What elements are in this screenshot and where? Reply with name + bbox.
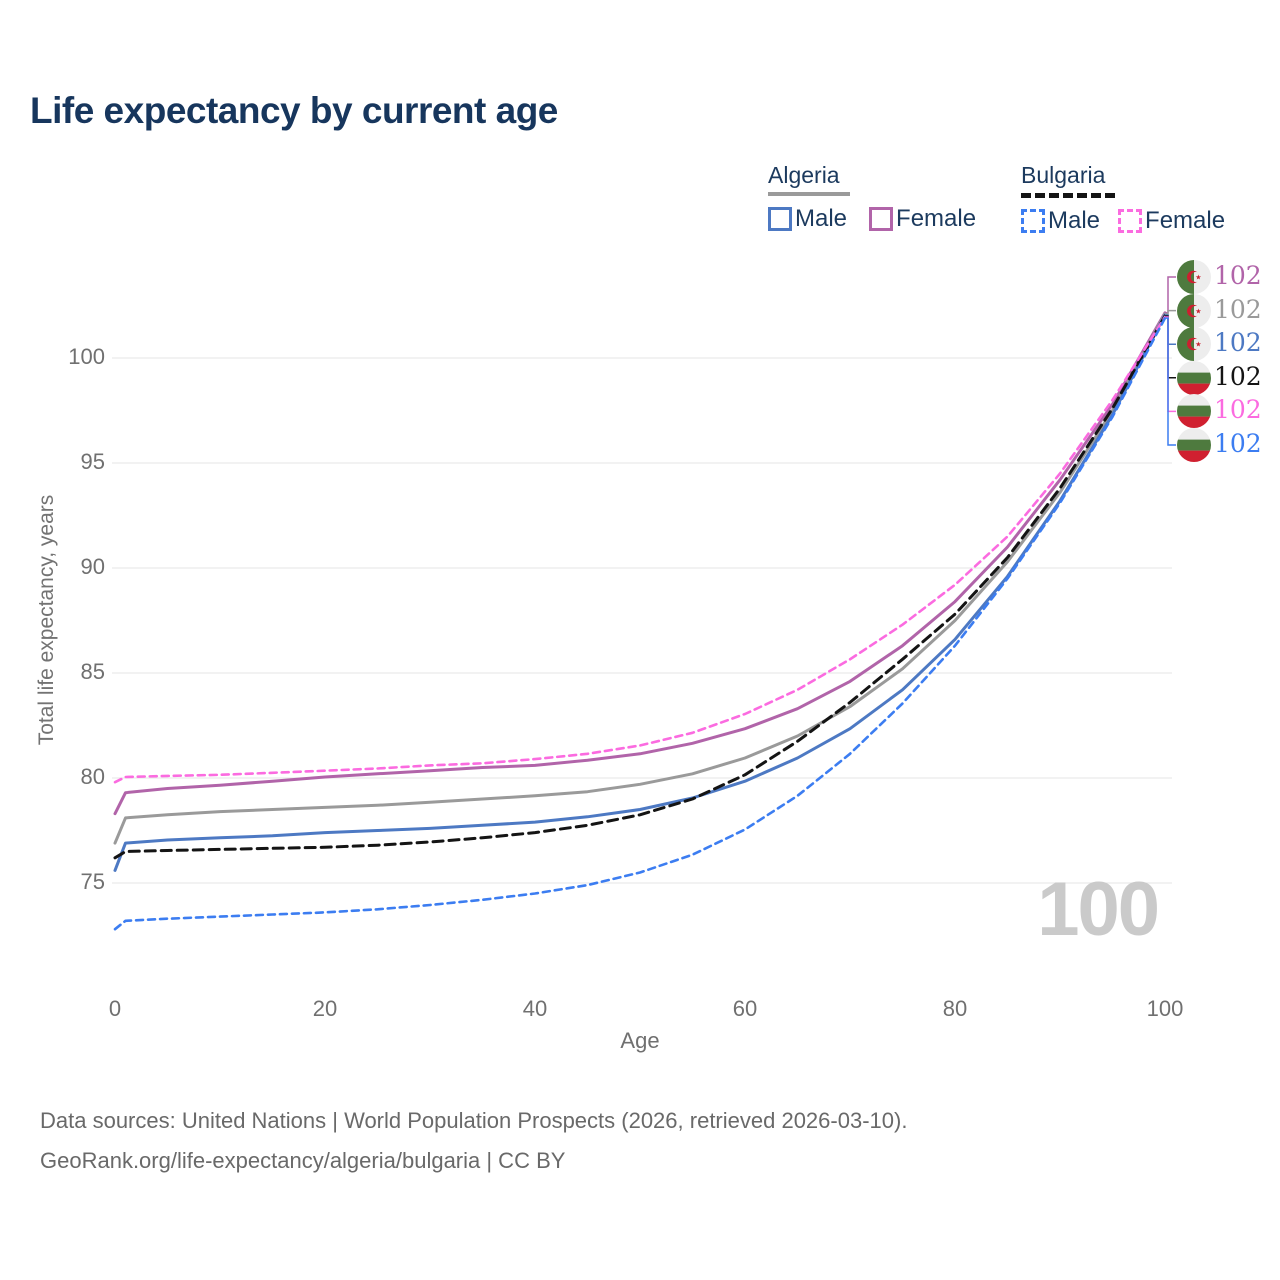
svg-text:★: ★ — [1195, 341, 1201, 349]
end-value-label-bulgaria-total: 102 — [1214, 361, 1262, 391]
y-tick-label-75: 75 — [80, 869, 105, 894]
leader-line-bulgaria-total — [1165, 315, 1176, 379]
y-axis-title: Total life expectancy, years — [35, 494, 58, 746]
x-axis-title: Age — [620, 1028, 660, 1053]
y-tick-label-100: 100 — [68, 344, 105, 369]
x-tick-label-0: 0 — [108, 996, 122, 1021]
series-line-algeria-female[interactable] — [113, 311, 1167, 816]
legend-swatch-bulgaria-female[interactable] — [1118, 209, 1143, 233]
x-tick-label-60: 60 — [732, 996, 758, 1021]
series-line-algeria-male[interactable] — [113, 313, 1167, 872]
x-tick-label-20: 20 — [312, 996, 338, 1021]
series-line-bulgaria-female[interactable] — [113, 315, 1167, 784]
leader-line-algeria-total — [1165, 309, 1176, 315]
leader-line-algeria-male — [1165, 314, 1176, 345]
footer-url: GeoRank.org/life-expectancy/algeria/bulg… — [40, 1148, 566, 1173]
legend-underline-bulgaria-dashed — [1021, 193, 1115, 198]
chart-title: Life expectancy by current age — [30, 90, 558, 131]
svg-text:★: ★ — [1195, 274, 1201, 282]
algeria-flag-icon: ★ — [1177, 293, 1211, 328]
y-tick-label-90: 90 — [80, 554, 105, 579]
y-tick-label-95: 95 — [80, 449, 105, 474]
footer-sources: Data sources: United Nations | World Pop… — [40, 1108, 908, 1133]
legend-item-bulgaria-male[interactable]: Male — [1048, 207, 1101, 234]
legend-swatch-algeria-male[interactable] — [768, 207, 792, 231]
series-line-algeria-total[interactable] — [113, 312, 1167, 845]
algeria-flag-icon: ★ — [1177, 327, 1211, 362]
y-tick-label-85: 85 — [80, 659, 105, 684]
series-line-bulgaria-male[interactable] — [113, 316, 1167, 931]
legend-header-bulgaria: Bulgaria — [1021, 162, 1106, 188]
leader-line-algeria-female — [1165, 276, 1176, 314]
algeria-flag-icon: ★ — [1177, 260, 1211, 294]
age-watermark: 100 — [1037, 867, 1160, 952]
end-value-label-bulgaria-male: 102 — [1214, 429, 1262, 458]
legend-item-bulgaria-female[interactable]: Female — [1145, 207, 1226, 234]
x-tick-label-40: 40 — [522, 996, 548, 1021]
legend-group-bulgaria: Bulgaria Male Female — [1021, 162, 1225, 235]
legend-item-algeria-male[interactable]: Male — [795, 205, 848, 232]
bulgaria-flag-icon — [1177, 360, 1211, 395]
x-tick-label-80: 80 — [942, 996, 968, 1021]
legend-header-algeria: Algeria — [768, 162, 840, 188]
legend-underline-algeria-solid — [768, 192, 850, 196]
leader-line-bulgaria-male — [1165, 317, 1176, 446]
svg-text:★: ★ — [1195, 307, 1201, 315]
legend-swatch-bulgaria-male[interactable] — [1021, 209, 1045, 233]
y-tick-label-80: 80 — [80, 764, 105, 789]
bulgaria-flag-icon — [1177, 428, 1211, 462]
legend-item-algeria-female[interactable]: Female — [896, 205, 977, 232]
end-value-label-algeria-total: 102 — [1214, 294, 1262, 324]
x-tick-label-100: 100 — [1146, 996, 1184, 1021]
leader-line-bulgaria-female — [1165, 316, 1176, 413]
bulgaria-flag-icon — [1177, 394, 1211, 429]
end-value-label-bulgaria-female: 102 — [1214, 395, 1262, 425]
end-value-label-algeria-male: 102 — [1214, 328, 1262, 358]
legend-group-algeria: Algeria Male Female — [768, 162, 976, 233]
end-value-label-algeria-female: 102 — [1214, 261, 1262, 290]
legend-swatch-algeria-female[interactable] — [869, 207, 894, 231]
series-line-bulgaria-total[interactable] — [113, 314, 1167, 860]
